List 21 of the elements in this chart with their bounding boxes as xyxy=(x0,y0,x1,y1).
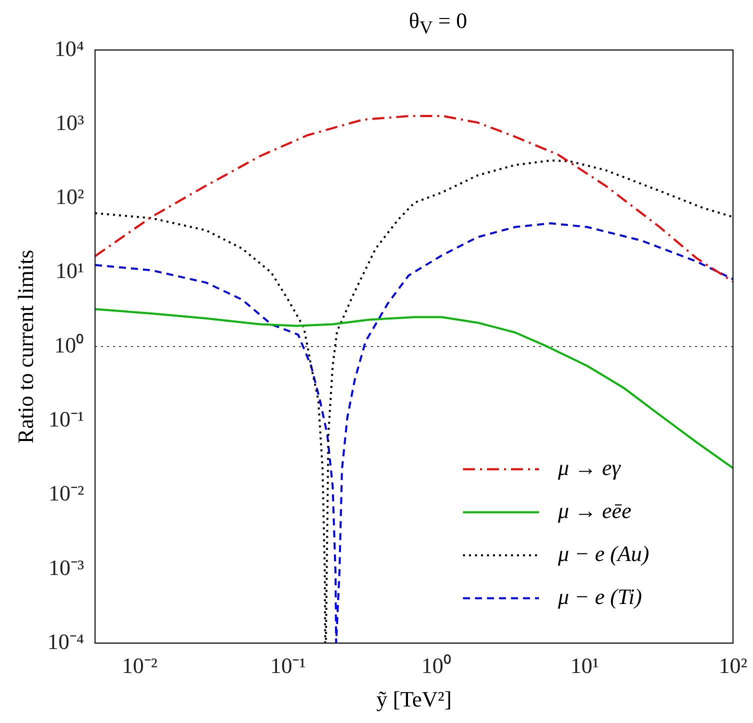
legend-label: μ − e (Ti) xyxy=(557,584,642,609)
x-axis-title: ỹ [TeV²] xyxy=(376,686,452,712)
x-tick-label: 10⁻¹ xyxy=(270,653,306,678)
legend-label: μ → eēe xyxy=(557,498,632,523)
legend-label: μ − e (Au) xyxy=(557,540,650,566)
y-tick-label: 10² xyxy=(55,184,84,210)
chart-title: θ$_{V}$ = 0 xyxy=(408,8,468,38)
x-tick-label: 10⁰ xyxy=(421,653,452,678)
y-tick-label: 10¹ xyxy=(55,258,84,284)
y-tick-label: 10⁰ xyxy=(54,332,84,358)
y-axis-title: Ratio to current limits xyxy=(12,250,38,444)
y-tick-label: 10³ xyxy=(55,110,84,135)
y-tick-label: 10⁻¹ xyxy=(48,406,84,432)
y-tick-label: 10⁻⁴ xyxy=(47,628,84,654)
legend-label: μ → eγ xyxy=(557,454,622,480)
x-tick-label: 10² xyxy=(718,653,748,678)
x-tick-label: 10¹ xyxy=(570,653,599,678)
y-tick-label: 10⁻² xyxy=(48,480,84,506)
y-tick-label: 10⁴ xyxy=(54,36,84,61)
y-tick-label: 10⁻³ xyxy=(48,554,84,580)
x-tick-label: 10⁻² xyxy=(122,653,158,678)
